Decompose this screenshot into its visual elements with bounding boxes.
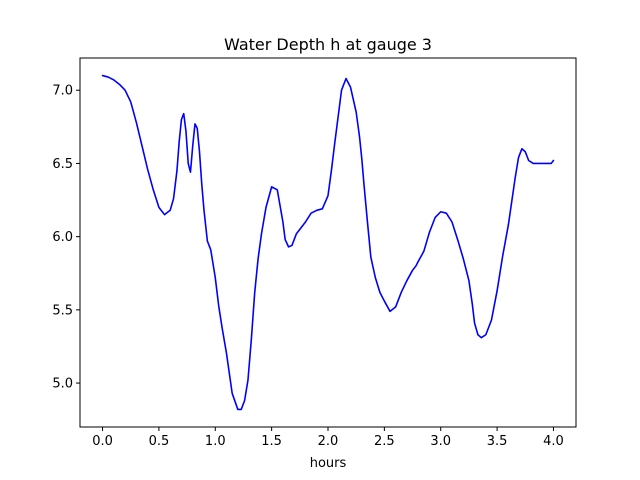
x-tick-label: 3.0 bbox=[430, 434, 451, 449]
y-tick-label: 6.5 bbox=[52, 157, 73, 172]
y-tick-label: 6.0 bbox=[52, 230, 73, 245]
x-tick-label: 0.0 bbox=[92, 434, 113, 449]
x-tick-label: 2.0 bbox=[318, 434, 339, 449]
x-tick-label: 1.5 bbox=[261, 434, 282, 449]
x-tick-label: 2.5 bbox=[374, 434, 395, 449]
chart-title: Water Depth h at gauge 3 bbox=[224, 35, 432, 54]
y-tick-label: 5.0 bbox=[52, 377, 73, 392]
y-tick-label: 7.0 bbox=[52, 84, 73, 99]
x-tick-label: 0.5 bbox=[149, 434, 170, 449]
series-line-0 bbox=[101, 74, 555, 411]
x-tick-label: 4.0 bbox=[543, 434, 564, 449]
x-tick-label: 3.5 bbox=[487, 434, 508, 449]
x-axis-label: hours bbox=[310, 456, 347, 471]
axes-frame bbox=[79, 57, 577, 428]
x-tick-label: 1.0 bbox=[205, 434, 226, 449]
y-tick-label: 5.5 bbox=[52, 303, 73, 318]
plot-area: 0.0 0.5 1.0 1.5 2.0 2.5 3.0 3.5 4.0 5.0 5.5 6.0 6.5 7… bbox=[52, 57, 577, 449]
